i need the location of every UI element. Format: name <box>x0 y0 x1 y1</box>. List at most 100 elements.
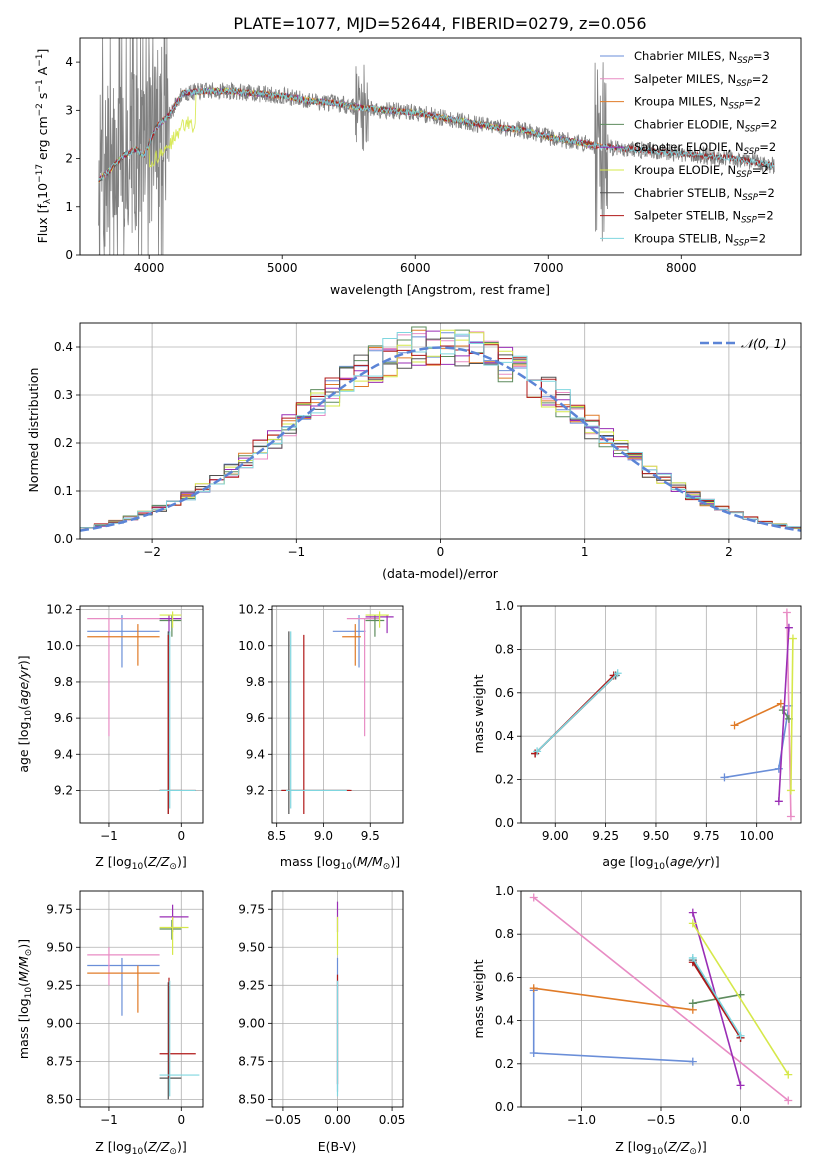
plot-area-residuals <box>80 326 801 539</box>
legend-label-5: Kroupa ELODIE, NSSP=2 <box>634 163 769 180</box>
weight-marker <box>784 1096 793 1105</box>
weight-series-1 <box>529 893 793 1105</box>
weight-marker <box>776 699 785 708</box>
weight-line <box>536 672 619 752</box>
plot-area-age-weight <box>531 608 797 821</box>
y-tick-label: 9.00 <box>238 1016 265 1030</box>
axes-frame <box>79 890 204 1108</box>
errorbar-point-4 <box>159 615 182 634</box>
errorbar-point-8 <box>286 631 347 809</box>
weight-line <box>734 702 782 727</box>
legend-label-3: Chabrier ELODIE, NSSP=2 <box>634 117 777 134</box>
x-tick-label: 9.50 <box>643 829 670 843</box>
age-weight-y-label: mass weight <box>471 674 486 753</box>
axes-frame <box>79 322 802 540</box>
y-tick-label: 9.2 <box>246 783 265 797</box>
weight-marker <box>688 953 697 962</box>
x-tick-label: 5000 <box>267 261 298 275</box>
x-tick-label: 2 <box>725 545 733 559</box>
axes-z-age: −1 0 9.2 9.4 9.6 9.8 10.0 10.2 Z [log10(Z/Z⊙)] ag… <box>16 603 204 872</box>
weight-marker <box>688 908 697 917</box>
y-tick-label: 9.6 <box>54 711 73 725</box>
weight-series-4 <box>774 623 793 806</box>
weight-line <box>778 627 790 802</box>
axes-frame <box>520 605 802 824</box>
weight-line <box>790 638 794 791</box>
mass-age-x-label: mass [log10(M/M⊙)] <box>280 854 400 872</box>
y-tick-label: 0.0 <box>495 816 514 830</box>
x-tick-label: 9.25 <box>592 829 619 843</box>
axes-frame <box>79 605 204 824</box>
axes-z-mass: −1 0 8.50 8.75 9.00 9.25 9.50 9.75 Z [log10(Z/Z⊙… <box>16 890 204 1157</box>
axes-ebv-mass: −0.05 0.00 0.05 8.50 8.75 9.00 9.25 9.50 9.75 E(B… <box>238 890 405 1154</box>
spectrum-legend: Chabrier MILES, NSSP=3 Salpeter MILES, NS… <box>600 49 777 248</box>
errorbar-point-1 <box>87 947 160 986</box>
errorbar-point-0 <box>87 957 160 1016</box>
errorbar-point-2 <box>87 624 160 666</box>
axes-mass-age: 8.5 9.0 9.5 9.2 9.4 9.6 9.8 10.0 10.2 mass [log10… <box>238 603 404 872</box>
weight-marker <box>778 706 787 715</box>
plot-area-z-age <box>87 611 196 814</box>
y-tick-label: 9.25 <box>46 978 73 992</box>
weight-marker <box>529 893 538 902</box>
weight-marker <box>786 786 795 795</box>
spectrum-x-label: wavelength [Angstrom, rest frame] <box>330 282 550 297</box>
y-tick-label: 0.2 <box>54 436 73 450</box>
y-tick-label: 10.0 <box>238 639 265 653</box>
weight-marker <box>784 1070 793 1079</box>
weight-marker <box>736 1031 745 1040</box>
x-tick-label: 8.5 <box>267 829 286 843</box>
weight-line <box>692 961 742 1039</box>
y-tick-label: 1.0 <box>495 599 514 613</box>
x-tick-label: −1.0 <box>567 1113 596 1127</box>
x-tick-label: −1 <box>287 545 305 559</box>
errorbar-point-3 <box>159 919 182 940</box>
z-weight-x-label: Z [log10(Z/Z⊙)] <box>615 1139 706 1157</box>
errorbar-point-5 <box>159 916 189 955</box>
errorbar-point-3 <box>365 615 385 637</box>
y-tick-label: 0.6 <box>495 686 514 700</box>
weight-marker <box>788 634 797 643</box>
weight-series-5 <box>786 634 797 795</box>
errorbar-point-0 <box>87 615 160 668</box>
y-tick-label: 10.2 <box>238 603 265 617</box>
y-tick-label: 0.3 <box>54 388 73 402</box>
y-tick-label: 10.2 <box>46 603 73 617</box>
y-tick-label: 0.8 <box>495 642 514 656</box>
y-tick-label: 9.2 <box>54 783 73 797</box>
y-tick-label: 0 <box>65 248 73 262</box>
y-tick-label: 3 <box>65 103 73 117</box>
weight-marker <box>613 669 622 678</box>
y-tick-label: 10.0 <box>46 639 73 653</box>
x-tick-label: 0.0 <box>731 1113 750 1127</box>
x-tick-label: 9.00 <box>542 829 569 843</box>
y-tick-label: 0.2 <box>495 773 514 787</box>
errorbar-point-0 <box>332 615 366 668</box>
weight-series-2 <box>730 699 785 730</box>
weight-line <box>533 896 789 1102</box>
axes-spectrum: 4000 5000 6000 7000 8000 0 1 2 3 4 Chabrier MILES,… <box>35 37 802 297</box>
z-age-x-label: Z [log10(Z/Z⊙)] <box>95 854 186 872</box>
z-mass-y-label: mass [log10(M/M⊙)] <box>16 939 34 1059</box>
weight-series-0 <box>529 986 697 1066</box>
y-tick-label: 9.75 <box>46 902 73 916</box>
y-tick-label: 0.4 <box>54 340 73 354</box>
y-tick-label: 8.75 <box>46 1054 73 1068</box>
errorbar-point-6 <box>159 982 182 1100</box>
axes-frame <box>271 890 404 1108</box>
z-mass-x-label: Z [log10(Z/Z⊙)] <box>95 1139 186 1157</box>
plot-area-z-mass <box>87 904 200 1100</box>
x-tick-label: 6000 <box>400 261 431 275</box>
y-tick-label: 0.1 <box>54 484 73 498</box>
x-tick-label: 0 <box>177 1113 185 1127</box>
weight-marker <box>782 608 791 617</box>
weight-line <box>533 987 693 1011</box>
legend-label-0: Chabrier MILES, NSSP=3 <box>634 49 770 66</box>
errorbar-point-8 <box>159 980 200 1097</box>
y-tick-label: 9.4 <box>246 747 265 761</box>
weight-marker <box>736 1081 745 1090</box>
x-tick-label: −2 <box>143 545 161 559</box>
legend-label-7: Salpeter STELIB, NSSP=2 <box>634 209 774 226</box>
errorbar-point-1 <box>87 618 160 737</box>
